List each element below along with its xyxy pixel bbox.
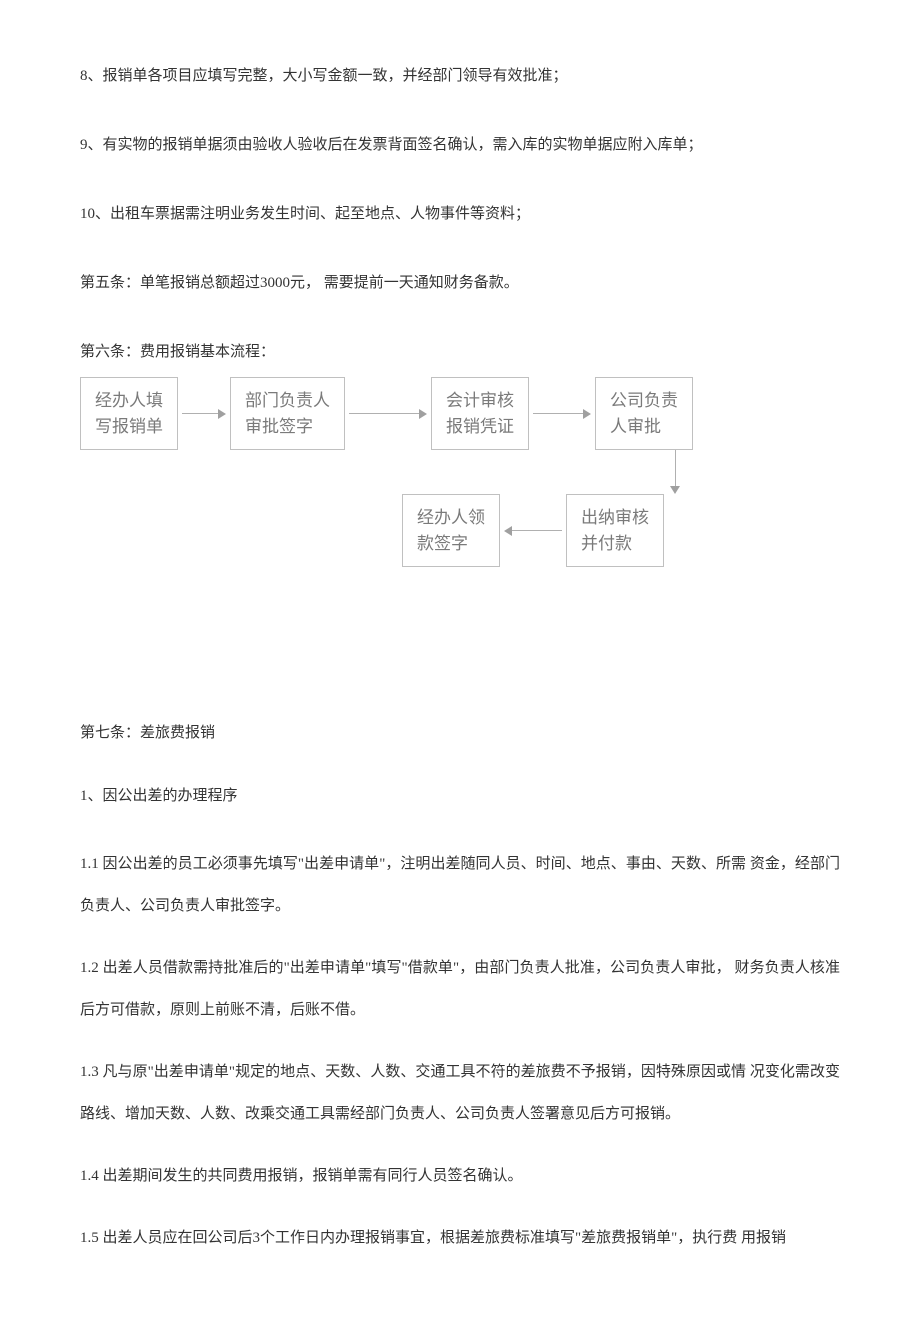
- flow-node-1: 经办人填 写报销单: [80, 377, 178, 450]
- section-1-title: 1、因公出差的办理程序: [80, 780, 840, 813]
- arrow-left-icon: [500, 526, 566, 536]
- flow-node-2: 部门负责人 审批签字: [230, 377, 345, 450]
- paragraph-8: 8、报销单各项目应填写完整，大小写金额一致，并经部门领导有效批准；: [80, 60, 840, 93]
- paragraph-9: 9、有实物的报销单据须由验收人验收后在发票背面签名确认，需入库的实物单据应附入库…: [80, 129, 840, 162]
- article-6-title: 第六条：费用报销基本流程：: [80, 336, 840, 369]
- paragraph-1-2: 1.2 出差人员借款需持批准后的"出差申请单"填写"借款单"，由部门负责人批准，…: [80, 947, 840, 1031]
- flow-node-2-line1: 部门负责人: [245, 388, 330, 414]
- flow-node-6-line1: 出纳审核: [581, 505, 649, 531]
- flow-node-2-line2: 审批签字: [245, 414, 330, 440]
- arrow-right-icon: [345, 409, 431, 419]
- flow-node-6: 出纳审核 并付款: [566, 494, 664, 567]
- article-5: 第五条：单笔报销总额超过3000元， 需要提前一天通知财务备款。: [80, 267, 840, 300]
- arrow-right-icon: [178, 409, 230, 419]
- arrow-right-icon: [529, 409, 595, 419]
- flow-vertical-connector: [640, 450, 840, 494]
- flow-node-5: 经办人领 款签字: [402, 494, 500, 567]
- arrow-down-icon: [670, 450, 680, 494]
- paragraph-1-1: 1.1 因公出差的员工必须事先填写"出差申请单"，注明出差随同人员、时间、地点、…: [80, 843, 840, 927]
- flow-node-5-line2: 款签字: [417, 531, 485, 557]
- flow-node-4-line2: 人审批: [610, 414, 678, 440]
- paragraph-1-4: 1.4 出差期间发生的共同费用报销，报销单需有同行人员签名确认。: [80, 1155, 840, 1197]
- paragraph-1-5: 1.5 出差人员应在回公司后3个工作日内办理报销事宜，根据差旅费标准填写"差旅费…: [80, 1217, 840, 1259]
- flow-node-5-line1: 经办人领: [417, 505, 485, 531]
- flow-row-1: 经办人填 写报销单 部门负责人 审批签字 会计审核 报销凭证 公司负责: [80, 377, 840, 450]
- article-7-title: 第七条：差旅费报销: [80, 717, 840, 750]
- flow-node-6-line2: 并付款: [581, 531, 649, 557]
- flowchart: 经办人填 写报销单 部门负责人 审批签字 会计审核 报销凭证 公司负责: [80, 377, 840, 567]
- flow-node-3-line2: 报销凭证: [446, 414, 514, 440]
- flow-node-4: 公司负责 人审批: [595, 377, 693, 450]
- flow-row-2: 经办人领 款签字 出纳审核 并付款: [402, 494, 840, 567]
- flow-node-1-line2: 写报销单: [95, 414, 163, 440]
- paragraph-1-3: 1.3 凡与原"出差申请单"规定的地点、天数、人数、交通工具不符的差旅费不予报销…: [80, 1051, 840, 1135]
- flow-node-1-line1: 经办人填: [95, 388, 163, 414]
- flow-node-3-line1: 会计审核: [446, 388, 514, 414]
- paragraph-10: 10、出租车票据需注明业务发生时间、起至地点、人物事件等资料；: [80, 198, 840, 231]
- flow-node-3: 会计审核 报销凭证: [431, 377, 529, 450]
- flow-node-4-line1: 公司负责: [610, 388, 678, 414]
